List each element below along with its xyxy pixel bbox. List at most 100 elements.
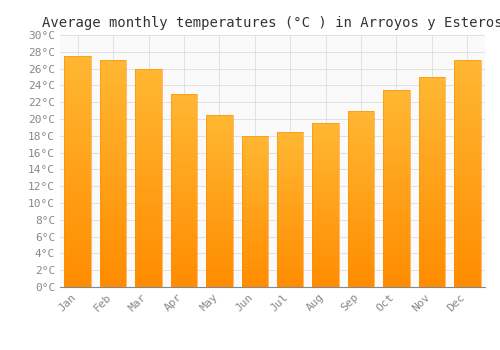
Bar [454,174,480,176]
Bar [206,158,233,160]
Bar [277,142,303,144]
Bar [454,226,480,228]
Bar [64,209,91,211]
Bar [348,224,374,225]
Bar [418,85,445,88]
Bar [64,225,91,227]
Bar [64,72,91,75]
Bar [312,164,339,166]
Bar [136,197,162,199]
Bar [136,79,162,82]
Bar [312,241,339,243]
Bar [454,228,480,230]
Bar [206,115,233,117]
Bar [454,65,480,67]
Bar [64,278,91,280]
Bar [277,175,303,177]
Bar [64,199,91,202]
Bar [348,185,374,187]
Bar [100,99,126,101]
Bar [418,148,445,150]
Bar [277,169,303,170]
Bar [348,252,374,253]
Bar [383,269,409,271]
Bar [136,178,162,180]
Bar [418,182,445,184]
Bar [136,147,162,149]
Bar [277,167,303,169]
Bar [206,175,233,177]
Bar [383,135,409,137]
Bar [206,280,233,282]
Bar [454,276,480,278]
Bar [277,152,303,153]
Bar [277,132,303,287]
Bar [242,276,268,278]
Bar [383,131,409,133]
Bar [100,187,126,189]
Bar [418,184,445,186]
Bar [277,251,303,253]
Bar [418,193,445,195]
Bar [418,228,445,230]
Bar [100,151,126,153]
Bar [277,259,303,261]
Bar [383,251,409,253]
Bar [170,150,197,152]
Bar [136,199,162,202]
Bar [312,186,339,187]
Bar [206,144,233,146]
Bar [348,172,374,174]
Bar [312,244,339,246]
Bar [170,233,197,235]
Bar [206,278,233,280]
Bar [454,187,480,189]
Bar [277,189,303,191]
Bar [136,69,162,71]
Bar [64,155,91,158]
Bar [136,232,162,234]
Bar [206,275,233,276]
Bar [418,119,445,121]
Bar [136,160,162,162]
Bar [383,226,409,228]
Bar [170,200,197,202]
Bar [312,285,339,287]
Bar [242,254,268,255]
Bar [100,135,126,137]
Bar [418,264,445,266]
Bar [348,111,374,112]
Bar [100,158,126,160]
Bar [454,140,480,142]
Bar [383,164,409,167]
Bar [206,197,233,199]
Bar [348,178,374,180]
Bar [348,232,374,234]
Bar [170,167,197,169]
Bar [242,184,268,186]
Bar [242,205,268,207]
Bar [277,160,303,161]
Bar [348,241,374,243]
Bar [454,253,480,255]
Bar [100,271,126,273]
Bar [64,75,91,77]
Bar [206,258,233,259]
Bar [277,231,303,233]
Bar [242,148,268,149]
Bar [206,139,233,141]
Bar [100,128,126,131]
Bar [348,163,374,165]
Bar [312,153,339,154]
Bar [170,138,197,140]
Bar [206,190,233,192]
Bar [136,165,162,167]
Bar [383,175,409,176]
Bar [206,137,233,139]
Bar [312,143,339,145]
Bar [100,146,126,149]
Bar [170,212,197,214]
Bar [454,106,480,108]
Bar [100,60,126,287]
Bar [454,128,480,131]
